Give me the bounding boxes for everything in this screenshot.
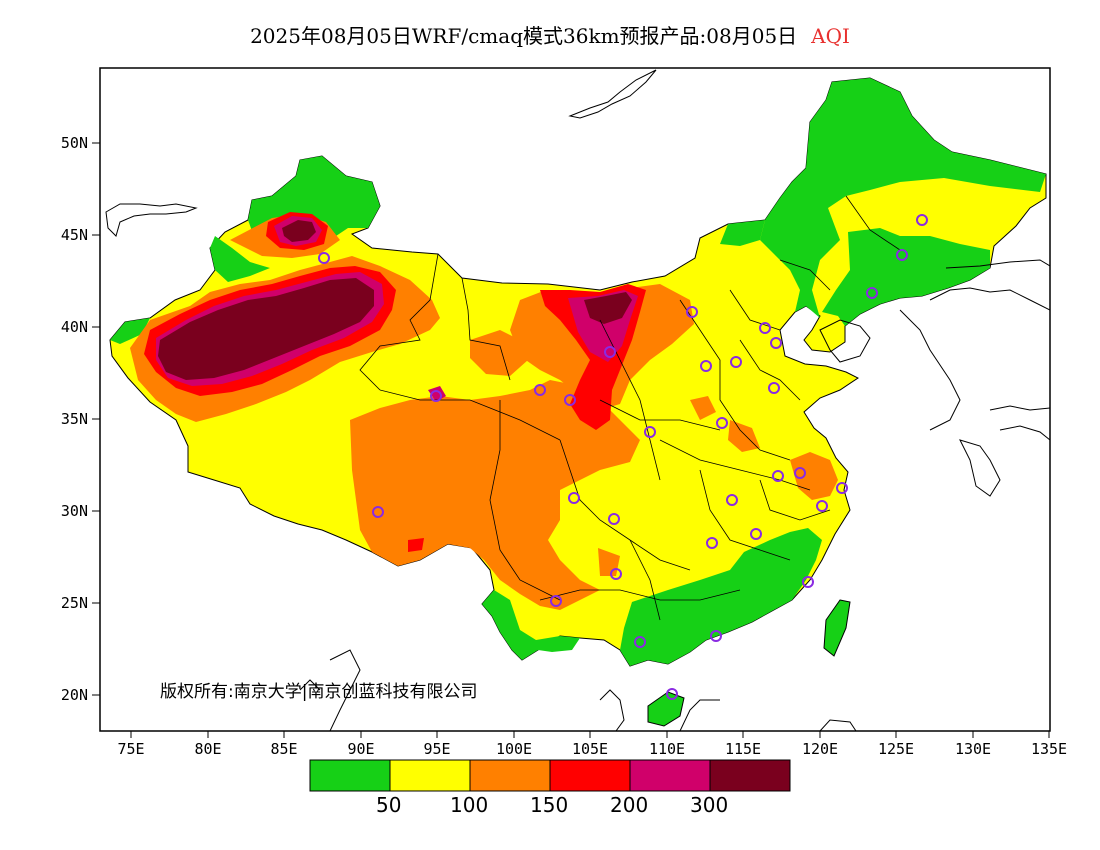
lon-label: 110E	[649, 740, 685, 758]
lon-label: 90E	[347, 740, 374, 758]
lon-label: 95E	[423, 740, 450, 758]
legend-swatch-hazardous	[709, 759, 791, 792]
lon-label: 130E	[955, 740, 991, 758]
lat-label: 45N	[61, 226, 88, 244]
map-title: 2025年08月05日WRF/cmaq模式36km预报产品:08月05日 AQI	[0, 20, 1100, 49]
legend-swatch-usg	[469, 759, 551, 792]
lon-label: 85E	[270, 740, 297, 758]
lon-label: 125E	[878, 740, 914, 758]
lon-label: 105E	[572, 740, 608, 758]
station-markers	[318, 214, 928, 700]
lon-label: 100E	[496, 740, 532, 758]
legend-label-100: 100	[450, 793, 489, 817]
aqi-hazardous-areas	[158, 220, 632, 380]
title-main: 2025年08月05日WRF/cmaq模式36km预报产品:08月05日	[250, 24, 798, 48]
aqi-good-areas	[110, 78, 1046, 666]
lat-label: 35N	[61, 410, 88, 428]
lat-label: 40N	[61, 318, 88, 336]
lon-label: 135E	[1031, 740, 1067, 758]
lon-label: 75E	[117, 740, 144, 758]
lat-label: 50N	[61, 134, 88, 152]
lon-axis: 75E 80E 85E 90E 95E 100E 105E 110E 115E …	[117, 731, 1067, 758]
neighbor-coastlines	[105, 69, 1050, 731]
lat-axis: 50N 45N 40N 35N 30N 25N 20N	[61, 134, 100, 704]
taiwan-island	[823, 599, 851, 657]
title-variable: AQI	[811, 24, 850, 48]
legend-label-300: 300	[690, 793, 729, 817]
lat-label: 20N	[61, 686, 88, 704]
lon-label: 115E	[725, 740, 761, 758]
lat-label: 25N	[61, 594, 88, 612]
legend-label-50: 50	[376, 793, 402, 817]
legend-swatch-very-unhealthy	[629, 759, 711, 792]
legend-swatch-good	[309, 759, 391, 792]
lon-label: 120E	[802, 740, 838, 758]
legend-swatch-unhealthy	[549, 759, 631, 792]
map-frame	[99, 67, 1051, 732]
copyright-text: 版权所有:南京大学|南京创蓝科技有限公司	[160, 682, 477, 702]
lat-label: 30N	[61, 502, 88, 520]
legend-label-150: 150	[530, 793, 569, 817]
legend-colorbar	[309, 759, 791, 792]
legend-label-200: 200	[610, 793, 649, 817]
lon-label: 80E	[194, 740, 221, 758]
province-borders	[359, 195, 901, 621]
map-layers	[105, 69, 1050, 731]
legend-swatch-moderate	[389, 759, 471, 792]
